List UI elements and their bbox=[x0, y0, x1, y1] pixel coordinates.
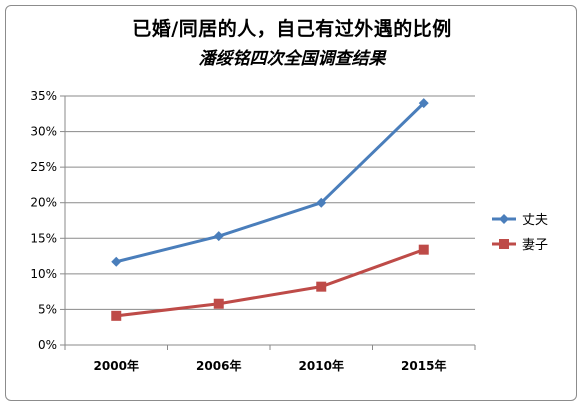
legend-swatch-marker bbox=[499, 239, 509, 249]
data-point bbox=[111, 310, 122, 321]
y-tick-label: 15% bbox=[30, 231, 57, 245]
y-tick-label: 5% bbox=[38, 302, 57, 316]
legend-item-2: 妻子 bbox=[492, 238, 548, 253]
y-tick-label: 20% bbox=[30, 196, 57, 210]
data-point bbox=[111, 256, 122, 267]
data-point bbox=[316, 281, 327, 292]
y-tick-label: 25% bbox=[30, 160, 57, 174]
data-point bbox=[418, 244, 429, 255]
data-point bbox=[418, 98, 429, 109]
chart-title: 已婚/同居的人，自己有过外遇的比例 bbox=[132, 18, 452, 40]
y-tick-label: 0% bbox=[38, 338, 57, 352]
data-point bbox=[316, 197, 327, 208]
series-2 bbox=[111, 244, 429, 321]
y-tick-label: 30% bbox=[30, 125, 57, 139]
y-tick-label: 10% bbox=[30, 267, 57, 281]
series-layer bbox=[111, 98, 429, 321]
x-tick-label: 2015年 bbox=[401, 358, 446, 373]
x-tick-labels: 2000年 2006年 2010年 2015年 bbox=[94, 358, 447, 373]
data-point bbox=[213, 231, 224, 242]
data-point bbox=[213, 298, 224, 309]
x-tick-label: 2006年 bbox=[196, 358, 241, 373]
series-line bbox=[116, 248, 425, 318]
legend-label: 妻子 bbox=[522, 238, 548, 253]
y-tick-labels: 0% 5% 10% 15% 20% 25% 30% 35% bbox=[30, 89, 57, 352]
series-line bbox=[115, 102, 425, 264]
series-1 bbox=[111, 98, 429, 267]
y-tick-label: 35% bbox=[30, 89, 57, 103]
x-tick-label: 2010年 bbox=[299, 358, 344, 373]
x-tick-label: 2000年 bbox=[94, 358, 139, 373]
axes bbox=[60, 95, 476, 350]
chart-subtitle: 潘绥铭四次全国调查结果 bbox=[198, 49, 386, 69]
legend-item-1: 丈夫 bbox=[492, 213, 548, 228]
legend-swatch-marker bbox=[499, 214, 509, 224]
gridlines bbox=[65, 95, 475, 310]
legend-label: 丈夫 bbox=[522, 213, 548, 228]
